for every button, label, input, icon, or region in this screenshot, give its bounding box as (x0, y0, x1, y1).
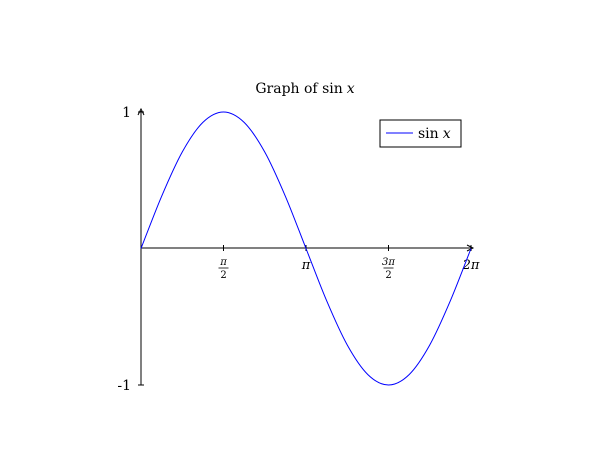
x-tick-label: π (301, 258, 311, 273)
y-axis-arrow (137, 107, 145, 116)
x-tick-label-denominator: 2 (385, 270, 391, 281)
y-tick-label: 1 (122, 105, 131, 121)
chart-title-func: sin (322, 81, 343, 97)
legend-label-func: sin (418, 126, 439, 142)
x-tick-label-numerator: π (219, 257, 227, 268)
legend-label-var: x (443, 126, 451, 142)
x-tick-label-denominator: 2 (220, 270, 226, 281)
x-axis-arrow (466, 244, 475, 252)
y-tick-label: -1 (117, 378, 131, 394)
legend: sin x (379, 119, 462, 148)
chart-title: Graph of sin x (255, 81, 354, 97)
chart-title-var: x (347, 81, 355, 97)
x-tick-label-numerator: 3π (382, 257, 395, 268)
series-line-sin-x (140, 111, 472, 386)
legend-label: sin x (418, 126, 451, 142)
series-layer (140, 111, 472, 386)
chart-title-prefix: Graph of (255, 81, 322, 97)
y-ticks: 1 -1 (117, 105, 144, 394)
